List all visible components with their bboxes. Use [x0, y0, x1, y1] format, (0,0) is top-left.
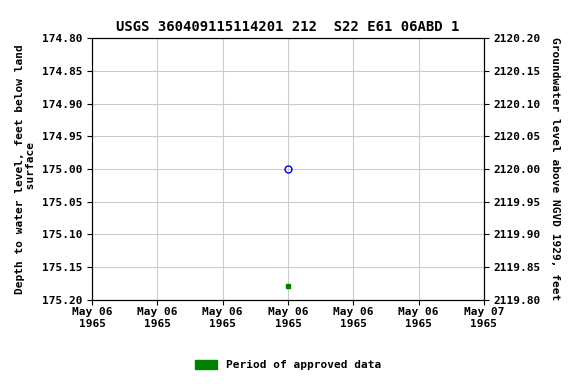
- Title: USGS 360409115114201 212  S22 E61 06ABD 1: USGS 360409115114201 212 S22 E61 06ABD 1: [116, 20, 460, 35]
- Y-axis label: Depth to water level, feet below land
 surface: Depth to water level, feet below land su…: [15, 44, 36, 294]
- Y-axis label: Groundwater level above NGVD 1929, feet: Groundwater level above NGVD 1929, feet: [550, 37, 560, 301]
- Legend: Period of approved data: Period of approved data: [191, 355, 385, 375]
